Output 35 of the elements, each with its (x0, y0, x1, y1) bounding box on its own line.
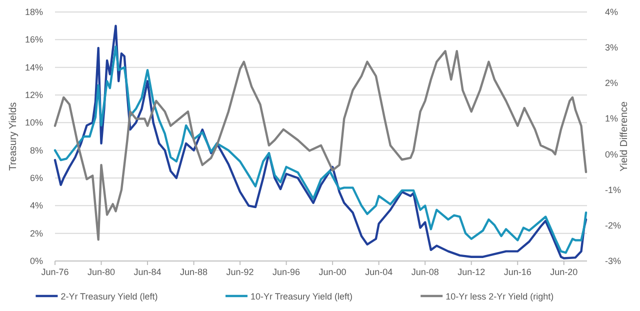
y-axis-title: Treasury Yields (8, 102, 19, 171)
y2-tick-label: 4% (605, 7, 618, 17)
y-tick-label: 12% (24, 90, 43, 100)
y2-tick-label: 0% (605, 149, 618, 160)
y-tick-label: 8% (30, 145, 43, 156)
y2-tick-label: -1% (605, 184, 622, 195)
y-tick-label: 14% (24, 62, 43, 72)
x-tick-label: Jun-92 (226, 267, 254, 277)
y2-tick-label: 3% (605, 42, 618, 53)
x-tick-label: Jun-20 (550, 267, 578, 277)
y2-tick-label: -3% (605, 256, 622, 266)
x-tick-label: Jun-88 (180, 267, 208, 277)
x-tick-label: Jun-00 (318, 267, 346, 277)
y2-tick-label: 1% (605, 114, 618, 124)
x-tick-label: Jun-04 (365, 267, 393, 277)
y-tick-label: 16% (24, 34, 43, 45)
y-tick-label: 2% (30, 228, 43, 238)
y2-tick-label: 2% (605, 78, 618, 88)
x-tick-label: Jun-80 (87, 267, 116, 277)
y-tick-label: 4% (30, 200, 43, 211)
y2-axis-title: Yield Difference (619, 101, 630, 172)
y-tick-label: 6% (30, 173, 43, 183)
y-tick-label: 18% (24, 7, 43, 17)
y-tick-label: 0% (30, 256, 43, 266)
x-tick-label: Jun-96 (272, 267, 300, 277)
x-tick-label: Jun-16 (504, 267, 532, 277)
x-tick-label: Jun-76 (41, 267, 69, 277)
x-tick-label: Jun-12 (458, 267, 486, 277)
legend-label: 10-Yr Treasury Yield (left) (250, 292, 353, 302)
y-tick-label: 10% (24, 118, 43, 128)
y2-tick-label: -2% (605, 220, 622, 230)
legend-label: 10-Yr less 2-Yr Yield (right) (446, 292, 554, 302)
x-tick-label: Jun-84 (134, 267, 162, 277)
legend-label: 2-Yr Treasury Yield (left) (60, 292, 158, 302)
x-tick-label: Jun-08 (411, 267, 439, 277)
